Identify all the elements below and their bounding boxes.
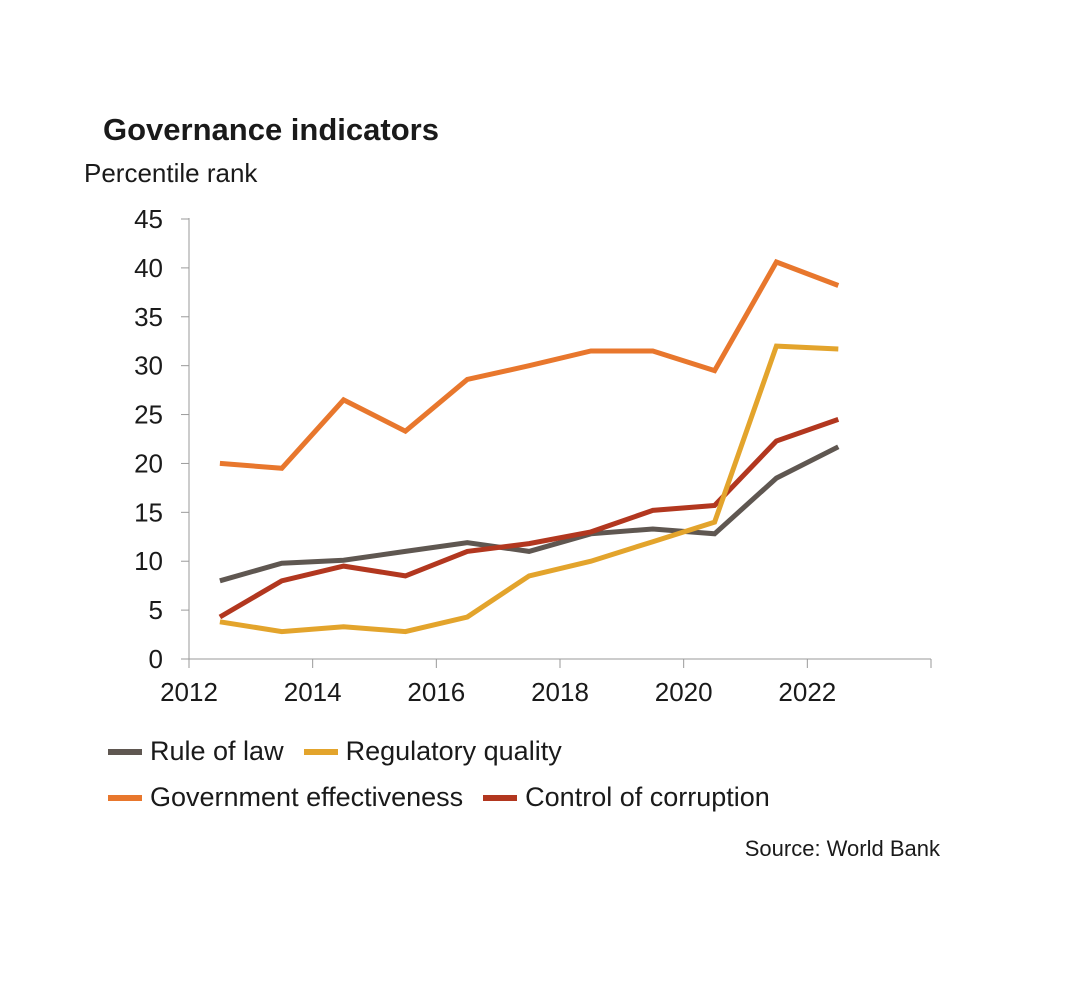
y-axis-label: Percentile rank [84,158,258,188]
x-tick-label: 2014 [284,677,342,707]
legend-item-regulatory-quality: Regulatory quality [303,736,562,767]
series-line-government-effectiveness [219,258,840,471]
chart-title: Governance indicators [103,112,439,147]
legend-swatch [108,748,142,755]
legend-swatch [483,794,518,801]
legend-item-rule-of-law: Rule of law [108,736,284,767]
y-tick-label: 25 [134,400,163,430]
series-line-regulatory-quality [219,343,839,635]
x-tick-label: 2016 [407,677,465,707]
x-tick-label: 2020 [655,677,713,707]
y-tick-label: 15 [134,497,163,527]
y-tick-label: 35 [134,302,163,332]
y-tick-label: 20 [134,448,163,478]
series-line-rule-of-law [219,444,840,584]
legend-label: Rule of law [150,736,284,766]
legend-swatch [108,794,142,801]
x-tick-label: 2022 [778,677,836,707]
y-tick-label: 0 [149,644,163,674]
y-tick-label: 10 [134,546,163,576]
legend-label: Control of corruption [525,782,770,812]
y-tick-label: 5 [149,595,163,625]
legend-label: Regulatory quality [345,736,562,766]
legend-row-1: Rule of law Regulatory quality [108,736,582,767]
x-tick-label: 2012 [160,677,218,707]
y-tick-label: 40 [134,253,163,283]
series-line-control-of-corruption [218,417,840,620]
legend-swatch [303,748,338,755]
x-tick-label: 2018 [531,677,589,707]
y-tick-label: 45 [134,204,163,234]
legend-label: Government effectiveness [150,782,464,812]
source-note: Source: World Bank [744,836,940,861]
y-tick-label: 30 [134,351,163,381]
legend-item-control-of-corruption: Control of corruption [483,782,770,813]
legend-item-government-effectiveness: Government effectiveness [108,782,463,813]
legend-row-2: Government effectiveness Control of corr… [108,782,790,813]
